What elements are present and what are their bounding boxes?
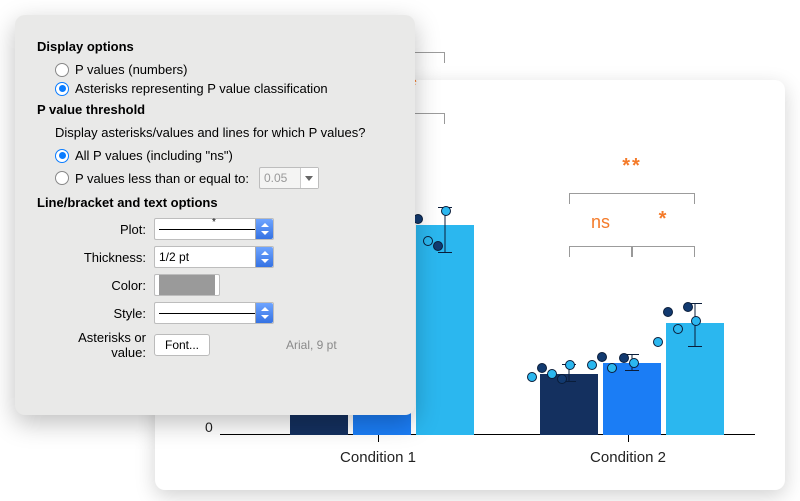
- data-point: [673, 324, 683, 334]
- stepper-icon[interactable]: [255, 303, 273, 323]
- radio-icon: [55, 63, 69, 77]
- error-cap: [438, 252, 452, 253]
- radio-label: P values less than or equal to:: [75, 171, 249, 186]
- font-description: Arial, 9 pt: [286, 338, 395, 352]
- data-point: [653, 337, 663, 347]
- font-button[interactable]: Font...: [154, 334, 210, 356]
- data-point: [619, 353, 629, 363]
- radio-all-p[interactable]: All P values (including "ns"): [55, 148, 395, 163]
- asterisks-label: Asterisks or value:: [43, 330, 148, 360]
- significance-label: ns: [591, 212, 610, 233]
- data-point: [433, 241, 443, 251]
- radio-icon: [55, 171, 69, 185]
- x-axis-label: Condition 2: [590, 449, 666, 466]
- data-point: [557, 374, 567, 384]
- data-point: [663, 307, 673, 317]
- radio-icon: [55, 149, 69, 163]
- bracket-preview-icon: *: [159, 223, 269, 235]
- data-point: [527, 372, 537, 382]
- data-point: [423, 236, 433, 246]
- color-label: Color:: [43, 278, 148, 293]
- x-tick: [378, 435, 379, 442]
- section-display-options: Display options: [37, 39, 395, 54]
- data-point: [441, 206, 451, 216]
- significance-bracket: [569, 246, 632, 256]
- data-point: [537, 363, 547, 373]
- select-value: 0.05: [264, 171, 287, 185]
- x-axis-label: Condition 1: [340, 449, 416, 466]
- plot-label: Plot:: [43, 222, 148, 237]
- select-value: 1/2 pt: [159, 250, 189, 264]
- section-threshold: P value threshold: [37, 102, 395, 117]
- significance-bracket: [569, 193, 695, 203]
- color-preview: [159, 275, 215, 295]
- thickness-select[interactable]: 1/2 pt: [154, 246, 274, 268]
- stepper-icon[interactable]: [255, 247, 273, 267]
- y-zero-label: 0: [205, 419, 213, 435]
- data-point: [587, 360, 597, 370]
- x-tick: [628, 435, 629, 442]
- thickness-label: Thickness:: [43, 250, 148, 265]
- data-point: [683, 302, 693, 312]
- options-dialog: Display options P values (numbers) Aster…: [15, 15, 415, 415]
- style-select[interactable]: [154, 302, 274, 324]
- radio-label: All P values (including "ns"): [75, 148, 233, 163]
- error-cap: [688, 346, 702, 347]
- radio-label: Asterisks representing P value classific…: [75, 81, 328, 96]
- radio-p-lte[interactable]: P values less than or equal to: 0.05: [55, 167, 395, 189]
- threshold-value-select[interactable]: 0.05: [259, 167, 319, 189]
- data-point: [607, 363, 617, 373]
- plot-style-select[interactable]: *: [154, 218, 274, 240]
- chevron-down-icon: [300, 168, 318, 188]
- stepper-icon[interactable]: [255, 219, 273, 239]
- bar: [603, 363, 661, 435]
- radio-asterisks[interactable]: Asterisks representing P value classific…: [55, 81, 395, 96]
- threshold-note: Display asterisks/values and lines for w…: [55, 125, 395, 140]
- significance-label: **: [622, 155, 642, 178]
- significance-bracket: [632, 246, 695, 256]
- error-cap: [625, 370, 639, 371]
- bar: [540, 374, 598, 435]
- data-point: [547, 369, 557, 379]
- radio-label: P values (numbers): [75, 62, 187, 77]
- style-label: Style:: [43, 306, 148, 321]
- section-line-options: Line/bracket and text options: [37, 195, 395, 210]
- data-point: [629, 358, 639, 368]
- data-point: [565, 360, 575, 370]
- significance-label: *: [659, 208, 669, 231]
- bar: [416, 225, 474, 435]
- data-point: [597, 352, 607, 362]
- radio-icon: [55, 82, 69, 96]
- color-swatch[interactable]: [154, 274, 220, 296]
- data-point: [691, 316, 701, 326]
- radio-p-values-numbers[interactable]: P values (numbers): [55, 62, 395, 77]
